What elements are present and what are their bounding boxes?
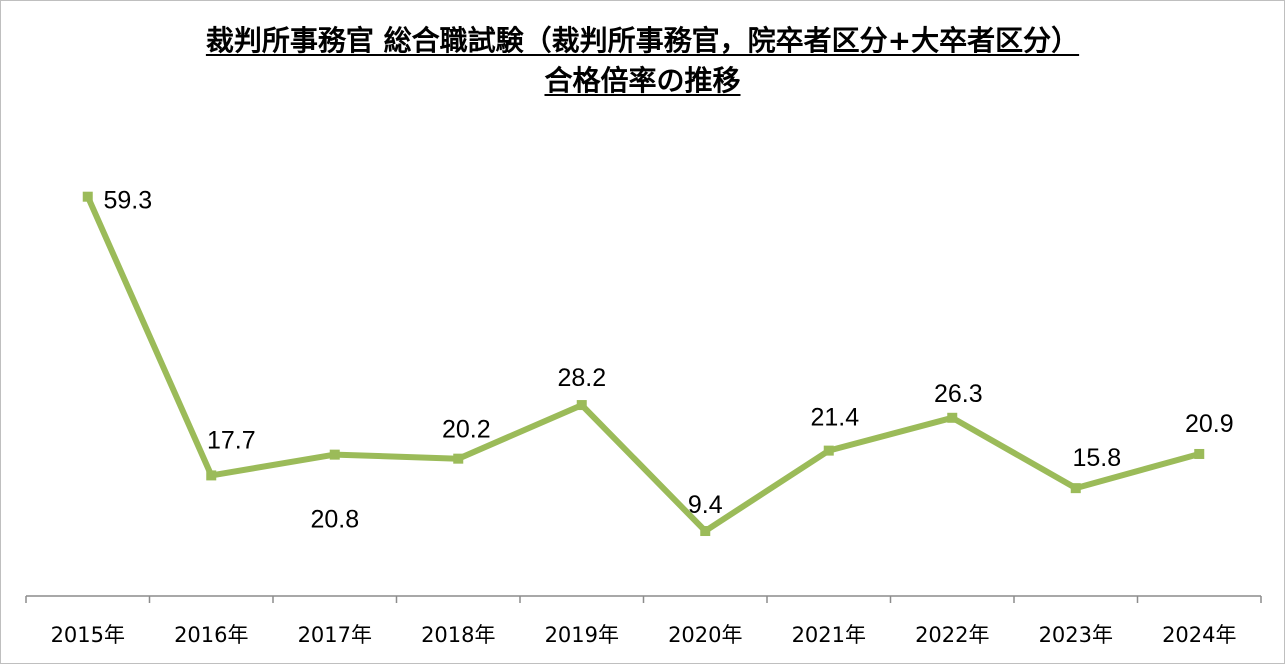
- data-point-marker: [82, 191, 93, 202]
- x-tick-label-group: 2015年 2016年 2017年 2018年 2019年 2020年 2021年 2022年…: [51, 623, 1237, 647]
- x-axis: [25, 595, 1262, 603]
- x-tick-label: 2023年: [1039, 623, 1113, 647]
- series-line: [84, 193, 1203, 534]
- data-point-marker: [329, 449, 340, 460]
- data-label: 20.8: [310, 506, 359, 534]
- data-label: 17.7: [207, 426, 256, 454]
- x-tick-label: 2024年: [1162, 623, 1236, 647]
- data-label: 9.4: [688, 491, 723, 519]
- data-point-marker: [947, 412, 958, 423]
- data-point-marker: [576, 400, 587, 411]
- data-label: 26.3: [934, 380, 983, 408]
- data-point-marker: [1194, 448, 1205, 459]
- data-point-marker: [700, 526, 711, 537]
- chart-title-line2: 合格倍率の推移: [544, 64, 741, 97]
- data-point-marker: [1070, 483, 1081, 494]
- data-point-marker: [206, 470, 217, 481]
- data-label: 20.9: [1185, 410, 1234, 438]
- data-label: 21.4: [810, 404, 859, 432]
- data-point-marker: [453, 453, 464, 464]
- data-label: 15.8: [1072, 444, 1121, 472]
- x-tick-label: 2021年: [792, 623, 866, 647]
- chart-title-line1: 裁判所事務官 総合職試験（裁判所事務官，院卒者区分+大卒者区分）: [205, 24, 1080, 57]
- data-label: 28.2: [557, 364, 606, 392]
- x-tick-label: 2015年: [51, 623, 125, 647]
- x-tick-label: 2020年: [668, 623, 742, 647]
- chart-title: 裁判所事務官 総合職試験（裁判所事務官，院卒者区分+大卒者区分） 合格倍率の推移: [1, 21, 1284, 101]
- x-tick-label: 2017年: [298, 623, 372, 647]
- x-tick-label: 2019年: [545, 623, 619, 647]
- x-tick-label: 2018年: [421, 623, 495, 647]
- data-point-marker: [823, 445, 834, 456]
- marker-group: [82, 191, 1205, 537]
- data-label: 20.2: [442, 416, 491, 444]
- data-label: 59.3: [103, 187, 152, 215]
- x-tick-label: 2022年: [915, 623, 989, 647]
- series-line-group: [84, 193, 1203, 534]
- x-tick-label: 2016年: [174, 623, 248, 647]
- data-label-group: 59.3 17.7 20.8 20.2 28.2 9.4 21.4 26.3 15.8 20.9: [103, 187, 1233, 534]
